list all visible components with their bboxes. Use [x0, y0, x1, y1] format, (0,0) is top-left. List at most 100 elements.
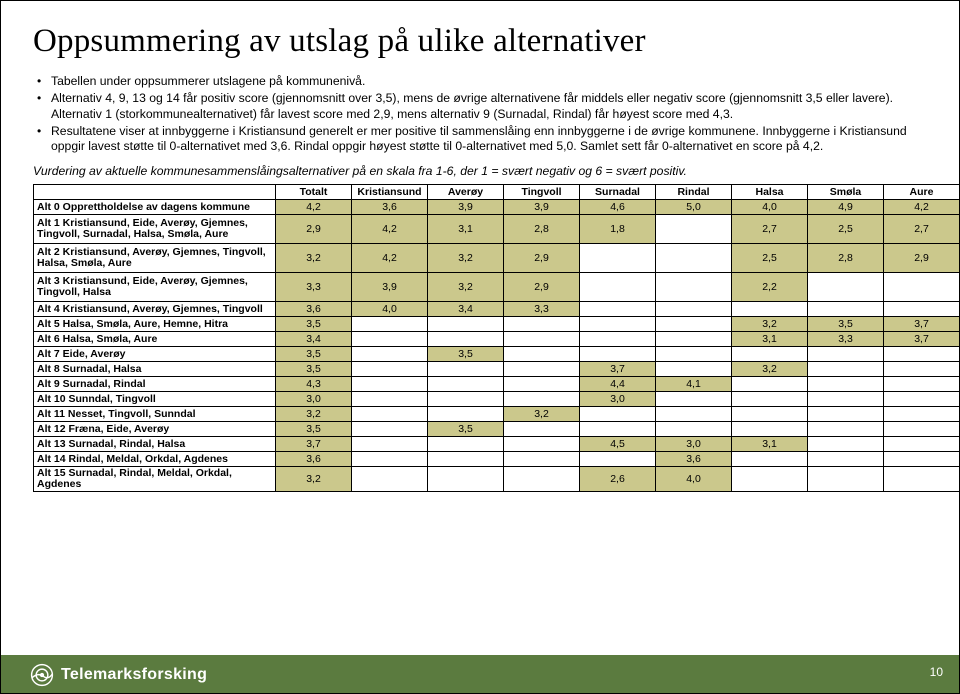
data-cell: 4,3	[276, 377, 352, 392]
data-cell: 3,6	[656, 452, 732, 467]
data-cell	[352, 407, 428, 422]
table-row: Alt 1 Kristiansund, Eide, Averøy, Gjemne…	[34, 215, 960, 244]
data-cell: 2,9	[504, 273, 580, 302]
data-cell	[808, 392, 884, 407]
data-cell	[504, 317, 580, 332]
data-cell: 3,5	[276, 317, 352, 332]
data-cell: 2,8	[504, 215, 580, 244]
table-header-cell: Kristiansund	[352, 185, 428, 200]
row-label: Alt 15 Surnadal, Rindal, Meldal, Orkdal,…	[34, 467, 276, 492]
data-cell	[884, 467, 960, 492]
data-cell	[656, 422, 732, 437]
table-row: Alt 8 Surnadal, Halsa3,53,73,2	[34, 362, 960, 377]
table-row: Alt 9 Surnadal, Rindal4,34,44,1	[34, 377, 960, 392]
table-row: Alt 3 Kristiansund, Eide, Averøy, Gjemne…	[34, 273, 960, 302]
bullet-list: Tabellen under oppsummerer utslagene på …	[51, 74, 927, 154]
data-cell: 3,9	[428, 200, 504, 215]
data-cell: 2,9	[884, 244, 960, 273]
data-cell	[352, 437, 428, 452]
table-row: Alt 0 Opprettholdelse av dagens kommune4…	[34, 200, 960, 215]
table-header-cell: Rindal	[656, 185, 732, 200]
data-cell	[808, 422, 884, 437]
data-cell: 3,2	[428, 244, 504, 273]
table-header-cell: Averøy	[428, 185, 504, 200]
data-cell	[352, 467, 428, 492]
data-cell: 3,1	[732, 332, 808, 347]
table-row: Alt 7 Eide, Averøy3,53,5	[34, 347, 960, 362]
data-cell: 3,2	[732, 317, 808, 332]
row-label: Alt 6 Halsa, Smøla, Aure	[34, 332, 276, 347]
row-label: Alt 8 Surnadal, Halsa	[34, 362, 276, 377]
data-cell	[656, 317, 732, 332]
data-cell	[732, 452, 808, 467]
data-cell: 3,5	[276, 422, 352, 437]
table-header-cell: Surnadal	[580, 185, 656, 200]
data-cell	[808, 347, 884, 362]
data-cell	[504, 377, 580, 392]
data-cell	[428, 377, 504, 392]
data-cell	[732, 302, 808, 317]
table-row: Alt 4 Kristiansund, Averøy, Gjemnes, Tin…	[34, 302, 960, 317]
data-cell	[732, 347, 808, 362]
data-cell	[428, 467, 504, 492]
table-row: Alt 10 Sunndal, Tingvoll3,03,0	[34, 392, 960, 407]
data-cell	[504, 392, 580, 407]
data-cell: 4,2	[276, 200, 352, 215]
data-cell: 4,2	[884, 200, 960, 215]
table-header-row: TotaltKristiansundAverøyTingvollSurnadal…	[34, 185, 960, 200]
data-cell: 2,5	[808, 215, 884, 244]
row-label: Alt 14 Rindal, Meldal, Orkdal, Agdenes	[34, 452, 276, 467]
data-cell	[580, 332, 656, 347]
data-cell	[884, 392, 960, 407]
data-cell	[884, 422, 960, 437]
data-cell: 4,9	[808, 200, 884, 215]
data-cell	[504, 422, 580, 437]
data-cell: 3,3	[504, 302, 580, 317]
data-cell: 3,6	[276, 452, 352, 467]
data-cell: 3,7	[580, 362, 656, 377]
data-cell	[884, 347, 960, 362]
data-cell	[504, 347, 580, 362]
data-cell: 3,2	[504, 407, 580, 422]
data-cell	[656, 244, 732, 273]
data-cell	[428, 452, 504, 467]
data-cell: 4,1	[656, 377, 732, 392]
row-label: Alt 2 Kristiansund, Averøy, Gjemnes, Tin…	[34, 244, 276, 273]
page-number: 10	[930, 665, 943, 679]
data-cell	[428, 332, 504, 347]
data-cell	[808, 452, 884, 467]
data-cell	[580, 407, 656, 422]
row-label: Alt 13 Surnadal, Rindal, Halsa	[34, 437, 276, 452]
slide: Oppsummering av utslag på ulike alternat…	[0, 0, 960, 694]
data-cell	[808, 377, 884, 392]
data-cell	[580, 317, 656, 332]
data-cell: 3,2	[276, 244, 352, 273]
data-cell	[884, 407, 960, 422]
data-cell	[732, 467, 808, 492]
brand-logo: Telemarksforsking	[29, 662, 207, 688]
data-cell: 3,7	[884, 317, 960, 332]
data-cell: 4,6	[580, 200, 656, 215]
data-cell	[884, 273, 960, 302]
data-cell	[504, 362, 580, 377]
table-row: Alt 6 Halsa, Smøla, Aure3,43,13,33,7	[34, 332, 960, 347]
data-cell: 2,7	[732, 215, 808, 244]
data-cell: 3,3	[276, 273, 352, 302]
bullet-item: Alternativ 4, 9, 13 og 14 får positiv sc…	[51, 91, 927, 122]
data-cell	[656, 347, 732, 362]
data-cell	[352, 392, 428, 407]
data-cell: 3,4	[428, 302, 504, 317]
row-label: Alt 12 Fræna, Eide, Averøy	[34, 422, 276, 437]
data-cell	[352, 347, 428, 362]
row-label: Alt 3 Kristiansund, Eide, Averøy, Gjemne…	[34, 273, 276, 302]
data-cell	[580, 244, 656, 273]
data-cell	[656, 215, 732, 244]
data-cell: 3,0	[656, 437, 732, 452]
table-body: Alt 0 Opprettholdelse av dagens kommune4…	[34, 200, 960, 492]
data-cell: 3,6	[276, 302, 352, 317]
bullet-item: Resultatene viser at innbyggerne i Krist…	[51, 124, 927, 155]
data-cell: 4,0	[656, 467, 732, 492]
data-cell	[428, 317, 504, 332]
data-cell	[352, 317, 428, 332]
data-cell: 2,6	[580, 467, 656, 492]
